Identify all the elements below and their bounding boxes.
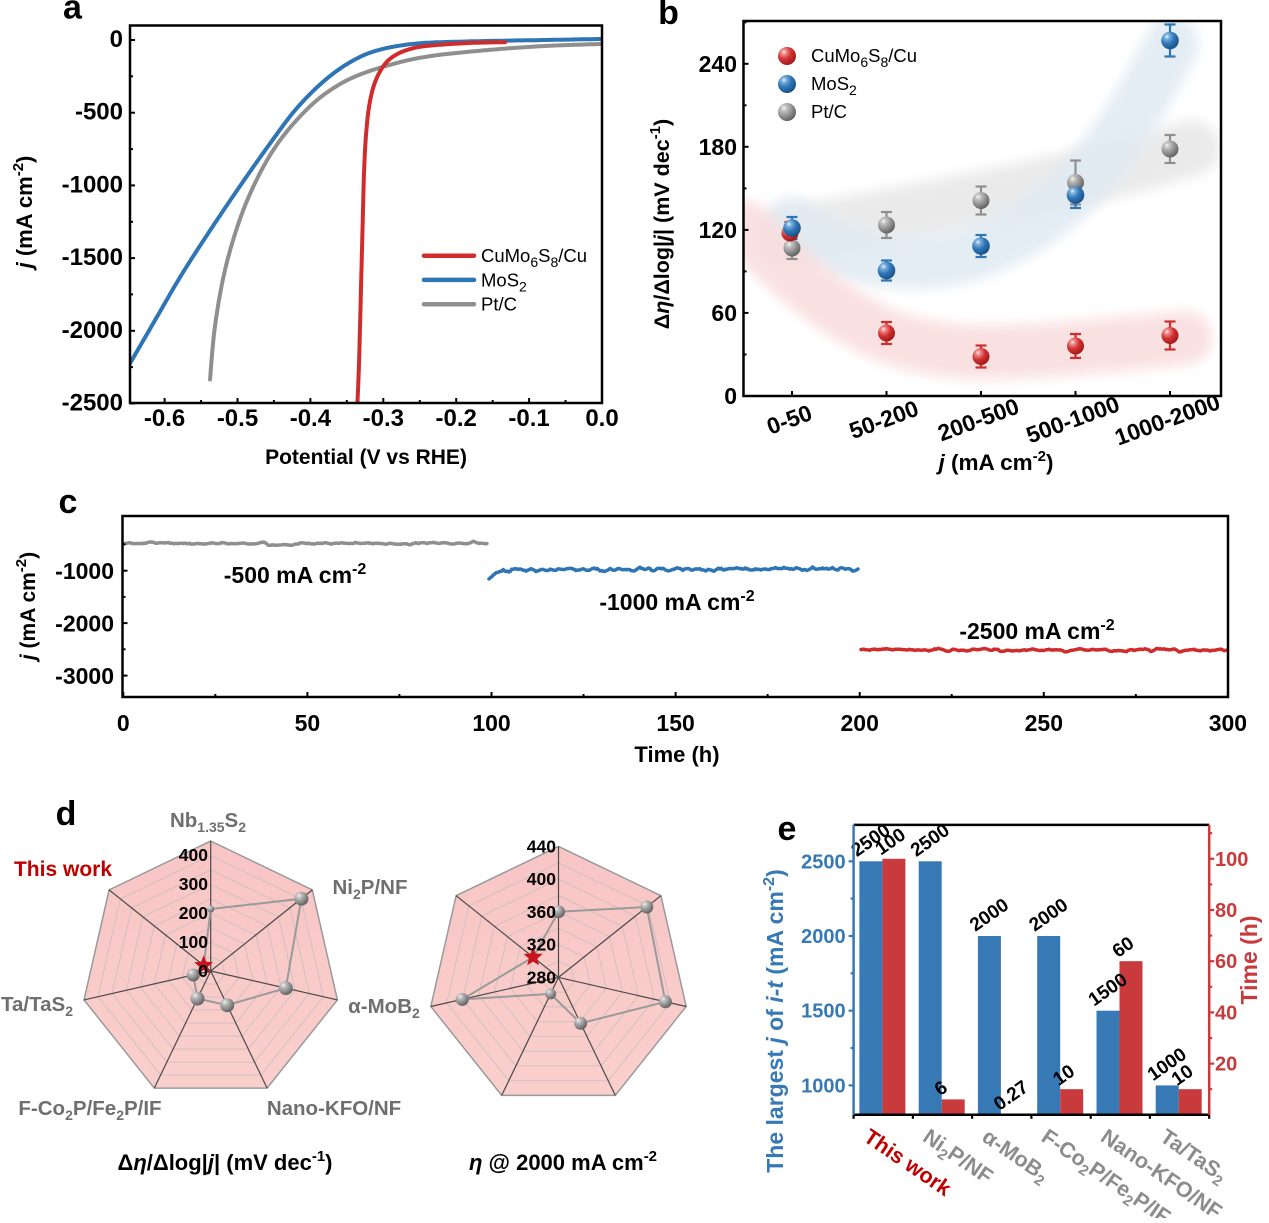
svg-text:-0.1: -0.1	[508, 405, 549, 432]
svg-text:300: 300	[1209, 710, 1247, 736]
svg-text:280: 280	[527, 967, 556, 987]
svg-text:-0.5: -0.5	[217, 405, 258, 432]
svg-text:c: c	[59, 483, 78, 521]
svg-text:η @ 2000 mA cm-2: η @ 2000 mA cm-2	[469, 1148, 657, 1175]
svg-text:60: 60	[1215, 951, 1237, 973]
svg-text:-2000: -2000	[55, 611, 114, 637]
svg-text:-500 mA cm-2: -500 mA cm-2	[224, 561, 367, 588]
svg-text:Time (h): Time (h)	[634, 742, 719, 767]
svg-text:240: 240	[699, 51, 737, 77]
svg-text:0: 0	[110, 26, 123, 53]
svg-text:b: b	[658, 0, 679, 32]
svg-text:Ta/TaS2: Ta/TaS2	[1, 993, 73, 1019]
svg-text:150: 150	[656, 710, 694, 736]
svg-text:-2500 mA cm-2: -2500 mA cm-2	[959, 617, 1114, 644]
svg-text:0.0: 0.0	[585, 405, 618, 432]
svg-text:20: 20	[1215, 1054, 1237, 1076]
svg-text:2000: 2000	[801, 926, 846, 948]
svg-text:Ni2P/NF: Ni2P/NF	[333, 876, 408, 902]
svg-text:-1500: -1500	[62, 244, 123, 271]
svg-text:The largest j of i-t (mA cm-2): The largest j of i-t (mA cm-2)	[761, 869, 788, 1173]
svg-text:-1000: -1000	[62, 171, 123, 198]
svg-text:-1000: -1000	[55, 558, 114, 584]
svg-text:0: 0	[117, 710, 130, 736]
svg-text:-1000 mA cm-2: -1000 mA cm-2	[599, 588, 754, 615]
svg-text:50: 50	[295, 710, 321, 736]
svg-text:Nano-KFO/NF: Nano-KFO/NF	[267, 1097, 401, 1120]
svg-text:2500: 2500	[801, 851, 846, 873]
svg-text:-500: -500	[75, 99, 123, 126]
svg-text:60: 60	[711, 300, 737, 326]
svg-text:Δη/Δlog|j| (mV dec-1): Δη/Δlog|j| (mV dec-1)	[118, 1148, 333, 1175]
svg-text:-2500: -2500	[62, 390, 123, 417]
svg-text:100: 100	[1215, 849, 1248, 871]
svg-text:100: 100	[472, 710, 510, 736]
svg-text:180: 180	[699, 134, 737, 160]
svg-text:-0.3: -0.3	[363, 405, 404, 432]
svg-text:d: d	[56, 795, 77, 833]
svg-text:40: 40	[1215, 1002, 1237, 1024]
svg-text:Δη/Δlog|j| (mV dec-1): Δη/Δlog|j| (mV dec-1)	[647, 119, 674, 329]
svg-text:0: 0	[198, 961, 208, 981]
svg-text:-0.2: -0.2	[436, 405, 477, 432]
svg-text:F-Co2P/Fe2P/IF: F-Co2P/Fe2P/IF	[18, 1097, 161, 1123]
svg-text:e: e	[778, 810, 797, 848]
svg-text:320: 320	[527, 935, 556, 955]
svg-text:360: 360	[527, 902, 556, 922]
svg-text:300: 300	[179, 874, 208, 894]
svg-text:Pt/C: Pt/C	[481, 294, 517, 315]
svg-text:-2000: -2000	[62, 317, 123, 344]
svg-text:80: 80	[1215, 900, 1237, 922]
svg-text:1000: 1000	[801, 1075, 846, 1097]
svg-text:440: 440	[527, 836, 556, 856]
svg-text:α-MoB2: α-MoB2	[348, 995, 420, 1021]
svg-text:-0.6: -0.6	[144, 405, 185, 432]
svg-text:a: a	[63, 0, 83, 27]
svg-text:250: 250	[1025, 710, 1063, 736]
svg-text:400: 400	[179, 845, 208, 865]
svg-text:Time (h): Time (h)	[1236, 915, 1262, 1004]
svg-text:This work: This work	[14, 858, 112, 881]
svg-text:0: 0	[724, 383, 737, 409]
svg-text:100: 100	[179, 932, 208, 952]
svg-text:120: 120	[699, 217, 737, 243]
svg-text:200: 200	[179, 903, 208, 923]
svg-text:200: 200	[841, 710, 879, 736]
svg-text:400: 400	[527, 869, 556, 889]
svg-text:Potential (V vs RHE): Potential (V vs RHE)	[265, 446, 467, 469]
svg-text:-0.4: -0.4	[290, 405, 332, 432]
svg-text:Pt/C: Pt/C	[811, 101, 847, 122]
svg-text:-3000: -3000	[55, 663, 114, 689]
svg-text:1500: 1500	[801, 1001, 846, 1023]
